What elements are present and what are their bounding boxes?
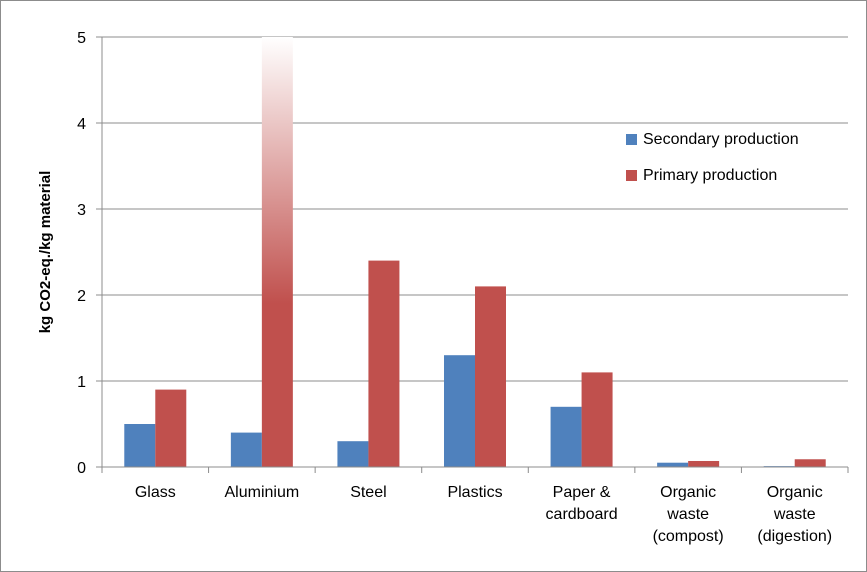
y-tick-label: 3 — [77, 202, 86, 219]
secondary-production-bar — [124, 424, 156, 467]
primary-production-bar — [155, 389, 187, 467]
y-tick-label: 1 — [77, 374, 86, 391]
primary-production-bar — [261, 37, 293, 467]
y-tick-label: 4 — [77, 116, 86, 133]
legend-label: Secondary production — [643, 131, 799, 148]
x-tick-label: Aluminium — [225, 484, 300, 501]
legend-label: Primary production — [643, 167, 777, 184]
x-tick-labels: Glass Aluminium Steel Plastics Paper & cardbo… — [135, 484, 832, 545]
secondary-production-bar — [657, 462, 689, 467]
primary-production-bar — [368, 260, 400, 467]
y-tick-labels: 0 1 2 3 4 5 — [77, 30, 86, 477]
x-tick-label: Steel — [350, 484, 386, 501]
legend: Secondary production Primary production — [626, 131, 799, 184]
x-tick-label: Organic waste (compost) — [653, 484, 724, 545]
bars — [124, 37, 826, 467]
y-axis-title: kg CO2-eq./kg material — [37, 171, 54, 334]
secondary-production-bar — [444, 355, 475, 467]
x-tick-label: Organic waste (digestion) — [757, 484, 832, 545]
y-tick-label: 0 — [77, 460, 86, 477]
y-tick-label: 5 — [77, 30, 86, 47]
secondary-production-bar — [230, 432, 262, 467]
secondary-production-legend-swatch — [626, 134, 637, 145]
y-tick-label: 2 — [77, 288, 86, 305]
secondary-production-bar — [337, 441, 369, 467]
primary-production-bar — [581, 372, 613, 467]
x-tick-label: Paper & cardboard — [546, 484, 618, 523]
primary-production-bar — [688, 460, 720, 467]
axes — [96, 36, 849, 473]
primary-production-bar — [475, 286, 506, 467]
x-tick-label: Plastics — [447, 484, 502, 501]
secondary-production-bar — [550, 406, 582, 467]
primary-production-legend-swatch — [626, 170, 637, 181]
x-tick-label: Glass — [135, 484, 176, 501]
primary-production-bar — [794, 459, 826, 467]
